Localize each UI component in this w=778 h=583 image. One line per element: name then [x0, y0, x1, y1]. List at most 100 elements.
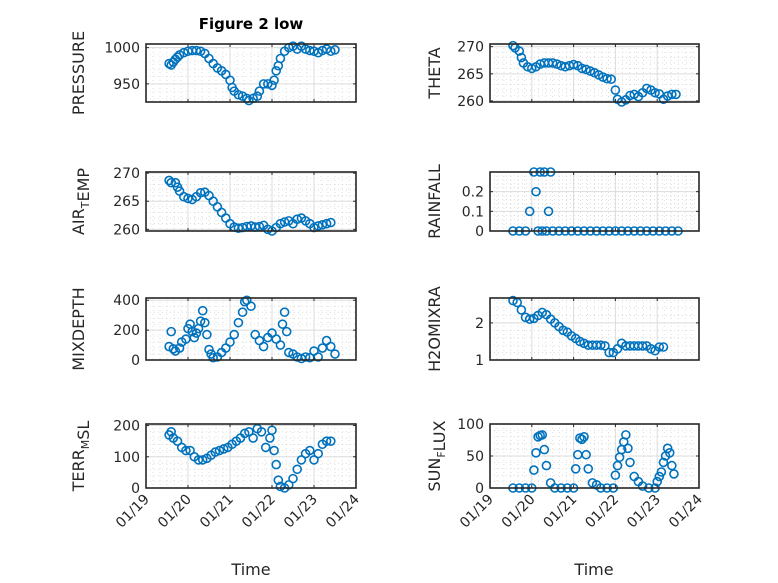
data-point — [267, 80, 277, 91]
subplot-theta: 260 265 270 THETA — [425, 40, 700, 110]
x-tick-label: 01/21 — [197, 492, 237, 532]
y-axis-label: AIRTEMP — [69, 168, 93, 235]
data-point — [197, 455, 208, 465]
data-point — [671, 89, 681, 100]
data-point — [172, 52, 183, 62]
y-axis-label: PRESSURE — [69, 31, 88, 115]
figure-title: Figure 2 low — [199, 15, 304, 33]
data-point — [164, 58, 174, 69]
data-point — [625, 457, 635, 468]
y-tick-label: 400 — [113, 293, 140, 309]
axes-background — [490, 172, 699, 231]
data-point — [581, 449, 591, 460]
data-point — [204, 344, 214, 355]
data-point — [325, 46, 336, 57]
data-point — [330, 44, 340, 55]
data-series — [164, 41, 340, 106]
data-point — [623, 443, 633, 454]
data-point — [304, 445, 315, 456]
data-series — [164, 423, 336, 493]
data-point — [277, 319, 288, 329]
data-point — [269, 445, 279, 456]
data-point — [524, 206, 535, 217]
data-point — [325, 217, 336, 228]
y-axis-label-part: SUN — [425, 458, 444, 492]
data-point — [288, 473, 298, 484]
y-tick-label: 265 — [457, 67, 484, 83]
subplot-rainfall: 0 0.1 0.2 RAINFALL — [425, 164, 700, 240]
subplot-air-temp: 260 265 270 AIRTEMP — [69, 166, 357, 238]
y-tick-label: 0 — [131, 481, 140, 497]
data-point — [547, 58, 558, 68]
data-series — [508, 295, 669, 358]
data-point — [191, 328, 202, 338]
y-axis-label-part: EMP — [74, 168, 93, 202]
data-point — [604, 347, 614, 358]
x-tick-label: 01/23 — [281, 492, 321, 532]
y-tick-label: 100 — [113, 450, 140, 466]
data-point — [654, 342, 665, 352]
data-point — [174, 343, 185, 353]
data-point — [658, 457, 669, 468]
data-point — [271, 459, 282, 470]
data-point — [606, 74, 617, 85]
y-tick-label: 0.1 — [462, 204, 484, 220]
data-point — [541, 460, 552, 471]
data-point — [304, 45, 315, 56]
data-point — [667, 89, 677, 100]
data-point — [568, 59, 579, 70]
data-point — [654, 471, 665, 482]
data-point — [602, 73, 612, 84]
data-point — [279, 307, 290, 317]
data-point — [300, 44, 311, 54]
x-tick-label: 01/19 — [113, 492, 153, 532]
x-tick-label: 01/21 — [541, 492, 581, 532]
data-point — [637, 481, 648, 491]
data-point — [191, 45, 202, 56]
y-tick-label: 270 — [113, 166, 140, 182]
x-tick-label: 01/22 — [582, 492, 622, 532]
data-point — [181, 445, 191, 456]
data-point — [537, 430, 548, 440]
data-point — [313, 448, 324, 459]
y-axis-label-part: AIR — [69, 208, 88, 235]
x-tick-label: 01/22 — [239, 492, 279, 532]
x-tick-label: 01/20 — [499, 492, 539, 532]
data-point — [325, 341, 336, 352]
data-point — [254, 86, 265, 96]
y-tick-label: 0 — [475, 481, 484, 497]
data-point — [166, 427, 176, 437]
data-point — [168, 343, 179, 354]
data-point — [577, 63, 587, 74]
data-point — [313, 221, 324, 231]
data-point — [552, 59, 562, 69]
data-point — [271, 66, 282, 76]
data-point — [189, 332, 200, 343]
x-tick-label: 01/24 — [666, 491, 706, 531]
x-tick-label: 01/19 — [457, 492, 497, 532]
data-point — [595, 340, 606, 350]
data-point — [583, 463, 594, 474]
data-point — [577, 434, 587, 445]
y-tick-label: 200 — [113, 323, 140, 339]
y-tick-label: 0 — [131, 353, 140, 369]
y-axis-label: MIXDEPTH — [69, 287, 88, 370]
data-series — [164, 295, 340, 364]
data-point — [233, 317, 244, 328]
x-axis-label-right: Time — [573, 560, 613, 579]
data-point — [526, 63, 537, 74]
subplot-pressure: 950 1000 PRESSURE — [69, 31, 357, 115]
data-point — [539, 444, 550, 455]
y-tick-label: 1 — [475, 353, 484, 369]
data-point — [610, 470, 621, 481]
y-axis-label: H2OMIXRA — [425, 286, 444, 372]
data-point — [662, 443, 673, 454]
subplot-h2omixra: 1 2 H2OMIXRA — [425, 286, 700, 372]
data-point — [281, 326, 292, 337]
data-point — [524, 314, 535, 324]
y-axis-label-part: H2OMIXRA — [425, 286, 444, 372]
subplot-sun-flux: 0 50 100 01/19 01/20 01/21 01/22 01/23 01/24 SUNF… — [425, 417, 706, 531]
data-point — [325, 436, 336, 446]
data-point — [650, 87, 660, 98]
